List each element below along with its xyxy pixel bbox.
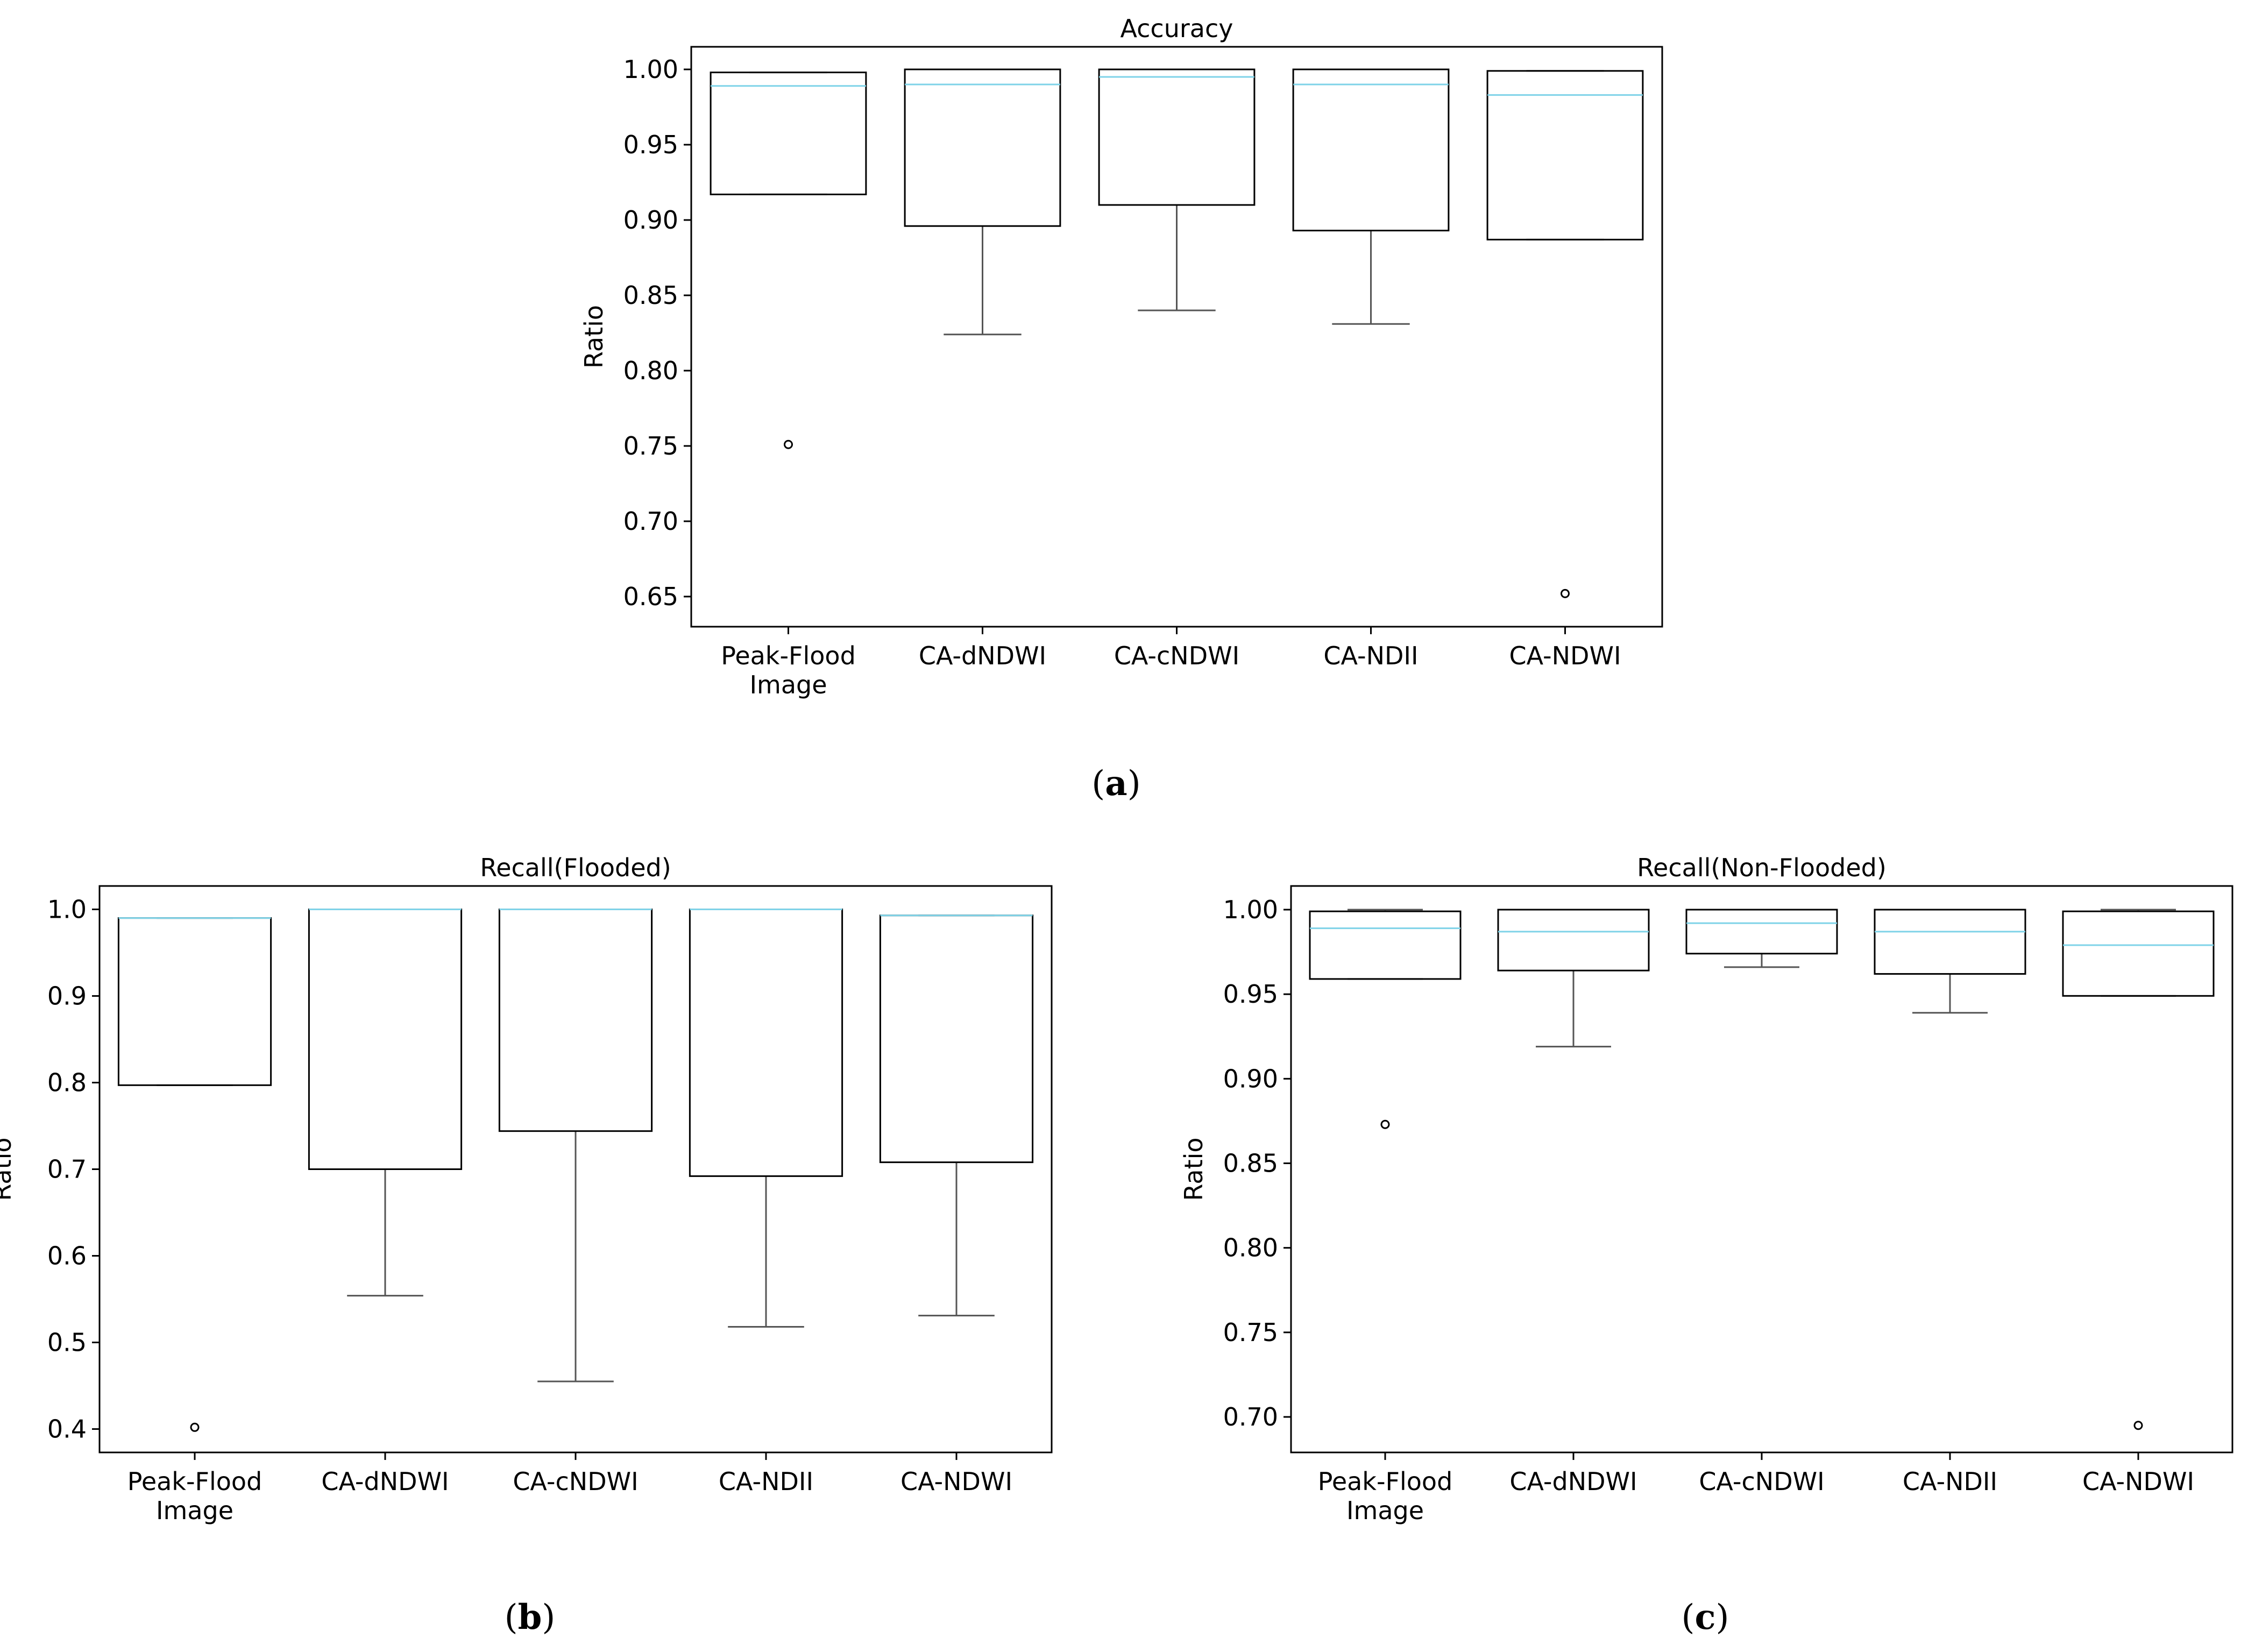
box-iqr bbox=[1098, 68, 1256, 206]
y-tick-label: 0.85 bbox=[623, 281, 678, 310]
y-tick-label: 0.7 bbox=[47, 1155, 87, 1184]
chart-accuracy: Accuracy Ratio 0.65 0.70 0.75 0.80 0.85 0.90 0.9… bbox=[579, 14, 1663, 699]
x-tick-label: CA-cNDWI bbox=[1699, 1467, 1824, 1496]
caption-b: (b) bbox=[504, 1597, 556, 1637]
y-tick-label: 0.75 bbox=[1223, 1318, 1278, 1347]
y-tick-label: 0.90 bbox=[623, 205, 678, 235]
outlier-point bbox=[2133, 1421, 2143, 1430]
outlier-point bbox=[784, 439, 793, 449]
y-tick-label: 0.70 bbox=[623, 507, 678, 536]
y-tick-label: 0.85 bbox=[1223, 1148, 1278, 1178]
box-ca-dndwi bbox=[1497, 909, 1650, 1048]
y-axis-label: Ratio bbox=[0, 1137, 17, 1201]
x-tick-label: Peak-Flood Image bbox=[1318, 1467, 1453, 1525]
x-tick-label: CA-NDWI bbox=[900, 1467, 1012, 1496]
box-ca-ndii bbox=[1874, 909, 2026, 1014]
chart-title: Accuracy bbox=[1120, 14, 1233, 43]
chart-recall-non-flooded: Recall(Non-Flooded) Ratio 0.70 0.75 0.80 0.85… bbox=[1179, 853, 2233, 1525]
box-iqr bbox=[117, 917, 272, 1086]
y-tick-label: 1.0 bbox=[47, 895, 87, 924]
chart-title: Recall(Non-Flooded) bbox=[1637, 853, 1887, 882]
x-tick-label: CA-dNDWI bbox=[1509, 1467, 1637, 1496]
y-tick-label: 0.80 bbox=[623, 356, 678, 385]
plot-frame bbox=[690, 46, 1663, 628]
box-ca-ndwi bbox=[1486, 70, 1644, 598]
plot-frame bbox=[1290, 885, 2233, 1454]
y-axis-label: Ratio bbox=[1179, 1137, 1208, 1201]
box-iqr bbox=[498, 908, 653, 1132]
box-iqr bbox=[1486, 70, 1644, 240]
box-ca-ndwi bbox=[879, 914, 1034, 1317]
box-iqr bbox=[308, 908, 463, 1171]
outlier-point bbox=[1561, 589, 1570, 598]
box-iqr bbox=[1685, 909, 1838, 955]
box-iqr bbox=[879, 914, 1034, 1164]
box-ca-cndwi bbox=[498, 908, 653, 1382]
y-tick-label: 0.95 bbox=[623, 130, 678, 159]
y-tick-label: 0.9 bbox=[47, 981, 87, 1010]
x-tick-label: CA-cNDWI bbox=[1114, 641, 1239, 670]
y-tick-label: 0.65 bbox=[623, 582, 678, 611]
box-iqr bbox=[1309, 910, 1462, 980]
box-iqr bbox=[2062, 910, 2215, 997]
y-tick-label: 0.6 bbox=[47, 1242, 87, 1271]
box-ca-ndii bbox=[689, 908, 843, 1328]
y-tick-label: 0.70 bbox=[1223, 1402, 1278, 1431]
x-tick-label: CA-cNDWI bbox=[513, 1467, 638, 1496]
x-tick-label: Peak-Flood Image bbox=[721, 641, 856, 699]
x-tick-label: CA-NDII bbox=[1903, 1467, 1997, 1496]
outlier-point bbox=[190, 1422, 200, 1432]
box-ca-dndwi bbox=[904, 68, 1061, 336]
y-tick-label: 0.4 bbox=[47, 1415, 87, 1444]
box-iqr bbox=[710, 72, 867, 195]
y-axis-label: Ratio bbox=[579, 305, 608, 368]
y-tick-label: 0.75 bbox=[623, 431, 678, 460]
x-tick-label: CA-NDII bbox=[719, 1467, 813, 1496]
x-tick-label: CA-dNDWI bbox=[321, 1467, 449, 1496]
box-ca-cndwi bbox=[1685, 909, 1838, 968]
box-peak-flood-image bbox=[1309, 909, 1462, 1129]
caption-a: (a) bbox=[1091, 763, 1141, 804]
plot-frame bbox=[98, 885, 1053, 1454]
box-iqr bbox=[904, 68, 1061, 227]
x-tick-label: CA-dNDWI bbox=[919, 641, 1046, 670]
y-tick-label: 0.5 bbox=[47, 1328, 87, 1357]
box-iqr bbox=[1292, 68, 1450, 232]
x-tick-label: CA-NDWI bbox=[2082, 1467, 2194, 1496]
outlier-point bbox=[1380, 1119, 1390, 1129]
box-iqr bbox=[1497, 909, 1650, 972]
box-iqr bbox=[689, 908, 843, 1177]
y-tick-label: 0.8 bbox=[47, 1068, 87, 1097]
y-tick-label: 1.00 bbox=[623, 55, 678, 84]
y-tick-label: 0.90 bbox=[1223, 1064, 1278, 1093]
box-ca-ndii bbox=[1292, 68, 1450, 325]
chart-title: Recall(Flooded) bbox=[480, 853, 671, 882]
box-peak-flood-image bbox=[117, 917, 272, 1432]
box-iqr bbox=[1874, 909, 2026, 975]
y-tick-label: 0.80 bbox=[1223, 1233, 1278, 1263]
caption-c: (c) bbox=[1681, 1597, 1729, 1637]
x-tick-label: CA-NDII bbox=[1323, 641, 1418, 670]
x-tick-label: CA-NDWI bbox=[1509, 641, 1621, 670]
box-ca-dndwi bbox=[308, 908, 463, 1297]
box-peak-flood-image bbox=[710, 72, 867, 449]
chart-recall-flooded: Recall(Flooded) Ratio 0.4 0.5 0.6 0.7 0.8 0.9 1.… bbox=[0, 853, 1053, 1525]
x-tick-label: Peak-Flood Image bbox=[127, 1467, 263, 1525]
y-tick-label: 0.95 bbox=[1223, 980, 1278, 1009]
box-ca-ndwi bbox=[2062, 909, 2215, 1430]
box-ca-cndwi bbox=[1098, 68, 1256, 311]
y-tick-label: 1.00 bbox=[1223, 895, 1278, 924]
